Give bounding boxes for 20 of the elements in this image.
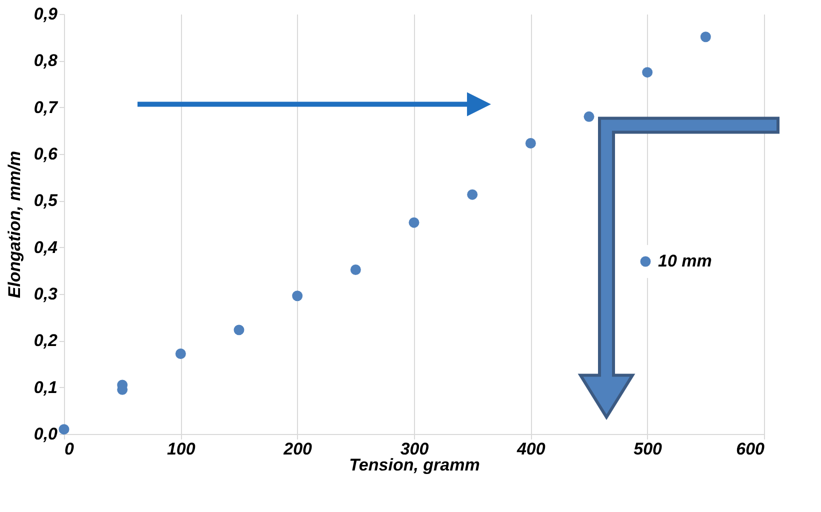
x-tick-label: 0 xyxy=(64,440,74,458)
y-tick-label: 0,8 xyxy=(34,51,58,70)
y-axis-title: Elongation, mm/m xyxy=(4,150,24,298)
y-tick-label: 0,4 xyxy=(34,238,58,257)
x-tick-label: 200 xyxy=(282,440,313,458)
y-tick-label: 0,5 xyxy=(34,191,58,210)
x-tick-label: 300 xyxy=(400,440,430,458)
x-tick-label: 500 xyxy=(634,440,663,458)
y-tick-label: 0,6 xyxy=(34,144,58,164)
y-tick-label: 0,3 xyxy=(34,284,58,304)
x-tick-label: 400 xyxy=(516,440,546,458)
y-tick-label: 0,7 xyxy=(34,98,60,117)
y-tick-label: 0,0 xyxy=(34,424,58,444)
y-tick-label: 0,9 xyxy=(34,4,58,24)
x-axis-title: Tension, gramm xyxy=(349,456,480,474)
y-tick-label: 0,1 xyxy=(34,378,58,397)
legend-label: 10 mm xyxy=(658,252,712,270)
x-tick-label: 100 xyxy=(166,440,196,458)
x-tick-label: 600 xyxy=(736,440,766,458)
y-tick-label: 0,2 xyxy=(34,331,58,350)
